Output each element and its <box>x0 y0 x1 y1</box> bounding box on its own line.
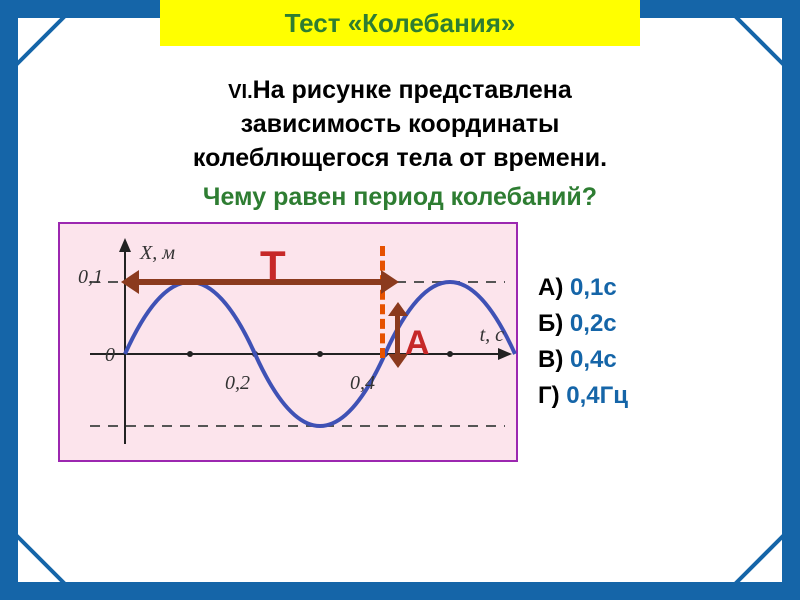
answer-d[interactable]: Г) 0,4Гц <box>538 378 628 414</box>
content-area: VI.На рисунке представлена зависимость к… <box>58 74 742 552</box>
oscillation-chart: X, м 0,1 t, с 0 0,2 0,4 T A <box>58 222 518 462</box>
question-line1: На рисунке представлена <box>253 76 572 104</box>
x-tick-02: 0,2 <box>225 372 250 395</box>
answer-d-prefix: Г) <box>538 382 560 409</box>
corner-br <box>736 536 786 586</box>
answer-b[interactable]: Б) 0,2с <box>538 306 628 342</box>
answer-d-val: 0,4Гц <box>566 382 628 409</box>
amplitude-arrow <box>395 314 400 356</box>
header-bar: Тест «Колебания» <box>160 0 640 46</box>
answer-a-prefix: А) <box>538 274 563 301</box>
y-axis-label: X, м <box>140 242 175 265</box>
main-row: X, м 0,1 t, с 0 0,2 0,4 T A А) 0,1с Б) 0… <box>58 222 742 462</box>
decorative-frame: VI.На рисунке представлена зависимость к… <box>0 0 800 600</box>
answer-c[interactable]: В) 0,4с <box>538 342 628 378</box>
origin-label: 0 <box>105 344 115 367</box>
x-axis-label: t, с <box>480 324 504 347</box>
answer-b-prefix: Б) <box>538 310 563 337</box>
answer-a[interactable]: А) 0,1с <box>538 270 628 306</box>
answer-a-val: 0,1с <box>570 274 617 301</box>
question-line3: колеблющегося тела от времени. <box>193 144 607 172</box>
answer-c-prefix: В) <box>538 346 563 373</box>
answer-b-val: 0,2с <box>570 310 617 337</box>
question-text: VI.На рисунке представлена зависимость к… <box>58 74 742 175</box>
sub-question: Чему равен период колебаний? <box>58 183 742 212</box>
header-title: Тест «Колебания» <box>285 8 516 39</box>
question-number: VI. <box>228 81 252 103</box>
amplitude-marker-label: A <box>405 324 430 363</box>
question-line2: зависимость координаты <box>241 110 560 138</box>
period-marker-label: T <box>260 242 286 290</box>
amplitude-value-label: 0,1 <box>78 266 103 289</box>
x-tick-04: 0,4 <box>350 372 375 395</box>
answer-c-val: 0,4с <box>570 346 617 373</box>
chart-svg <box>60 224 520 464</box>
vertical-dash <box>380 246 385 358</box>
answer-options: А) 0,1с Б) 0,2с В) 0,4с Г) 0,4Гц <box>538 270 628 414</box>
